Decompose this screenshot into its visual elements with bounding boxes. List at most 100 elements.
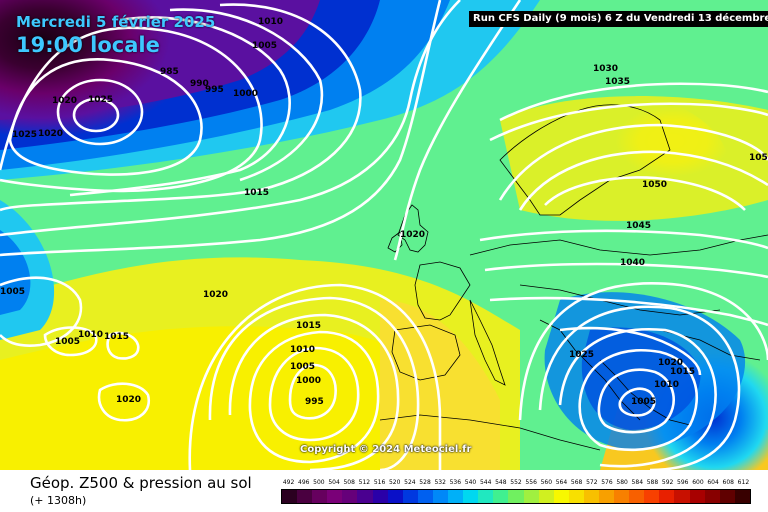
- legend-swatch: [523, 490, 539, 503]
- legend-label: 500: [313, 479, 325, 486]
- legend-label: 492: [282, 479, 295, 486]
- isobar-label: 1025: [569, 350, 594, 360]
- legend-label: 564: [555, 479, 568, 486]
- legend-swatch: [614, 490, 630, 503]
- legend-swatch: [448, 490, 464, 503]
- legend-label: 540: [464, 479, 477, 486]
- legend-swatch: [463, 490, 479, 503]
- legend-swatch: [598, 490, 615, 503]
- isobar-label: 1020: [400, 230, 425, 240]
- legend-label: 536: [449, 479, 462, 486]
- legend-swatch: [719, 490, 735, 503]
- copyright-notice: Copyright © 2024 Meteociel.fr: [300, 444, 472, 455]
- legend-labels: 492 496 500 504 508 512 516 520 524 528 532 536 540 5…: [281, 479, 751, 489]
- legend-label: 504: [328, 479, 340, 486]
- legend-swatch: [734, 490, 750, 503]
- legend-swatch: [568, 490, 584, 503]
- run-info: Run CFS Daily (9 mois) 6 Z du Vendredi 1…: [469, 11, 768, 27]
- isobar-label: 985: [160, 67, 179, 77]
- legend-label: 600: [692, 479, 704, 486]
- isobar-label: 1015: [296, 321, 321, 331]
- isobar-label: 1040: [620, 258, 645, 268]
- legend-swatch: [553, 490, 569, 503]
- legend-swatch: [327, 490, 343, 503]
- legend-label: 604: [707, 479, 719, 486]
- isobar-label: 995: [205, 85, 224, 95]
- isobar-label: 1020: [116, 395, 141, 405]
- isobar-label: 1005: [55, 337, 80, 347]
- legend-swatch: [387, 490, 403, 503]
- isobar-label: 1010: [258, 17, 283, 27]
- legend-swatch: [493, 490, 509, 503]
- isobar-label: 1050: [642, 180, 667, 190]
- legend-swatch: [704, 490, 720, 503]
- legend-swatch: [357, 490, 373, 503]
- isobar-label: 1025: [12, 130, 37, 140]
- lead-time: (+ 1308h): [30, 494, 87, 507]
- legend-label: 532: [434, 479, 446, 486]
- legend-label: 588: [646, 479, 659, 486]
- legend-swatch: [629, 490, 645, 503]
- legend-label: 548: [495, 479, 507, 486]
- legend-swatch: [342, 490, 358, 503]
- isobar-label: 1015: [670, 367, 695, 377]
- legend-label: 576: [601, 479, 613, 486]
- legend-label: 524: [404, 479, 416, 486]
- isobar-label: 1045: [626, 221, 651, 231]
- isobar-label: 1055: [749, 153, 768, 163]
- legend-label: 520: [388, 479, 401, 486]
- legend-label: 612: [737, 479, 750, 486]
- legend-swatch: [478, 490, 494, 503]
- legend-label: 584: [631, 479, 644, 486]
- isobar-label: 1020: [203, 290, 228, 300]
- isobar-label: 1030: [593, 64, 618, 74]
- legend-label: 508: [343, 479, 355, 486]
- product-title: Géop. Z500 & pression au sol: [30, 474, 252, 492]
- color-legend: 492 496 500 504 508 512 516 520 524 528 532 536 540 5…: [281, 479, 751, 509]
- legend-label: 560: [540, 479, 553, 486]
- forecast-time: 19:00 locale: [16, 33, 160, 57]
- legend-swatch: [674, 490, 690, 503]
- isobar-label: 1020: [38, 129, 63, 139]
- legend-label: 516: [373, 479, 386, 486]
- isobar-label: 1015: [244, 188, 269, 198]
- legend-label: 580: [616, 479, 628, 486]
- legend-label: 568: [570, 479, 583, 486]
- legend-swatch: [508, 490, 524, 503]
- isobars: [0, 0, 768, 470]
- isobar-labels: 1010 1005 985 990 995 1000 1020 1025 102…: [0, 17, 768, 407]
- legend-label: 592: [661, 479, 674, 486]
- isobar-label: 1000: [296, 376, 321, 386]
- legend-swatch: [538, 490, 554, 503]
- isobar-label: 1005: [631, 397, 656, 407]
- legend-swatch: [297, 490, 313, 503]
- isobar-label: 1010: [654, 380, 679, 390]
- isobar-label: 1025: [88, 95, 113, 105]
- legend-swatch: [689, 490, 705, 503]
- legend-swatch: [372, 490, 388, 503]
- legend-swatch: [402, 490, 418, 503]
- legend-bar: [281, 489, 751, 504]
- legend-swatch: [659, 490, 675, 503]
- legend-swatch: [644, 490, 660, 503]
- legend-label: 544: [479, 479, 492, 486]
- isobar-label: 1035: [605, 77, 630, 87]
- legend-label: 528: [419, 479, 431, 486]
- legend-swatch: [312, 490, 328, 503]
- footer: Géop. Z500 & pression au sol (+ 1308h) 4…: [0, 470, 768, 512]
- isobar-label: 990: [190, 79, 209, 89]
- isobar-label: 1015: [104, 332, 129, 342]
- isobar-label: 1005: [0, 287, 25, 297]
- legend-label: 572: [586, 479, 598, 486]
- legend-label: 512: [358, 479, 371, 486]
- isobar-label: 1005: [290, 362, 315, 372]
- isobar-label: 1010: [290, 345, 315, 355]
- isobar-label: 1020: [52, 96, 77, 106]
- isobar-label: 1005: [252, 41, 277, 51]
- isobar-label: 1000: [233, 89, 258, 99]
- isobar-label: 1020: [658, 358, 683, 368]
- legend-label: 596: [677, 479, 689, 486]
- forecast-date: Mercredi 5 février 2025: [16, 13, 216, 31]
- legend-swatch: [583, 490, 599, 503]
- legend-label: 608: [722, 479, 734, 486]
